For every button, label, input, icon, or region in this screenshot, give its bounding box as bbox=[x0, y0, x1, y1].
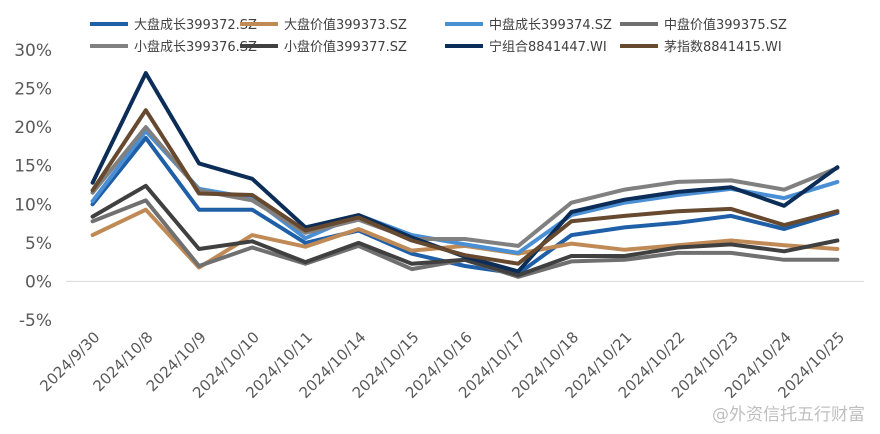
series-line-8 bbox=[90, 108, 840, 266]
series-line-1 bbox=[90, 135, 840, 276]
legend-label: 小盘价值399377.SZ bbox=[284, 39, 407, 55]
legend-label: 中盘成长399374.SZ bbox=[489, 17, 612, 33]
legend-label: 宁组合8841447.WI bbox=[489, 39, 607, 55]
legend: 大盘成长399372.SZ 大盘价值399373.SZ 中盘成长399374.SZ 中… bbox=[90, 17, 787, 55]
y-tick-label: 25% bbox=[14, 80, 52, 100]
legend-label: 茅指数8841415.WI bbox=[664, 40, 782, 55]
legend-label: 大盘成长399372.SZ bbox=[134, 17, 257, 33]
x-axis: 2024/9/302024/10/82024/10/92024/10/10202… bbox=[36, 328, 848, 402]
y-tick-label: 30% bbox=[14, 41, 52, 61]
y-tick-label: 20% bbox=[14, 118, 52, 138]
y-tick-label: 5% bbox=[25, 234, 52, 254]
legend-label: 小盘成长399376.SZ bbox=[134, 39, 257, 55]
y-axis: -5% 0% 5% 10% 15% 20% 25% 30% bbox=[14, 41, 52, 331]
series-line-6 bbox=[90, 183, 840, 278]
y-tick-label: 15% bbox=[14, 157, 52, 177]
watermark-text: @外资信托五行财富 bbox=[712, 405, 865, 425]
legend-label: 大盘价值399373.SZ bbox=[284, 17, 407, 33]
y-tick-label: 0% bbox=[25, 272, 52, 292]
series-layer bbox=[90, 71, 840, 279]
y-tick-label: 10% bbox=[14, 195, 52, 215]
legend-label: 中盘价值399375.SZ bbox=[664, 17, 787, 33]
y-tick-label: -5% bbox=[19, 311, 52, 331]
